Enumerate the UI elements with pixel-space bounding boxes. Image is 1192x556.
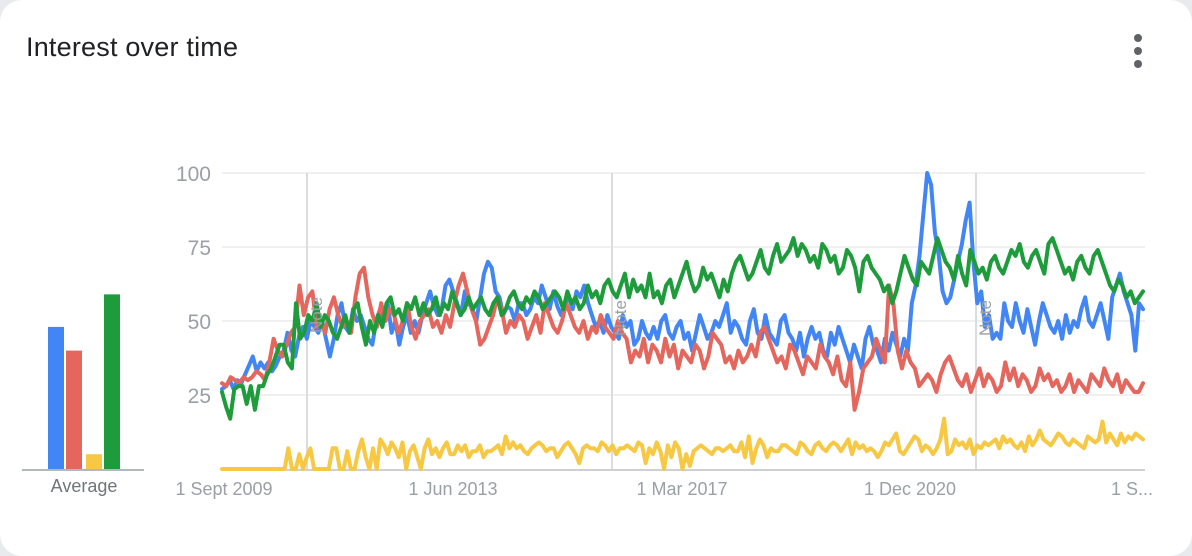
average-label: Average <box>51 476 118 496</box>
average-bar-4 <box>104 294 120 469</box>
y-tick-label: 75 <box>188 237 211 260</box>
card-title: Interest over time <box>26 32 239 62</box>
y-tick-label: 50 <box>188 311 211 334</box>
note-label: Note <box>611 300 630 336</box>
note-label: Note <box>307 297 326 333</box>
note-label: Note <box>976 300 995 336</box>
average-bar-2 <box>66 350 82 469</box>
series-line-3 <box>220 416 1145 471</box>
x-tick-label: 1 S... <box>1111 479 1153 499</box>
average-bar-3 <box>86 454 102 469</box>
x-tick-label: 1 Jun 2013 <box>408 479 497 499</box>
series-line-4 <box>220 236 1145 421</box>
x-tick-label: 1 Sept 2009 <box>175 479 272 499</box>
y-tick-label: 100 <box>176 163 211 186</box>
more-vert-icon[interactable] <box>1124 32 1152 70</box>
y-tick-label: 25 <box>188 385 211 408</box>
average-bar-1 <box>48 326 64 469</box>
x-tick-label: 1 Dec 2020 <box>864 479 956 499</box>
x-tick-label: 1 Mar 2017 <box>636 479 727 499</box>
